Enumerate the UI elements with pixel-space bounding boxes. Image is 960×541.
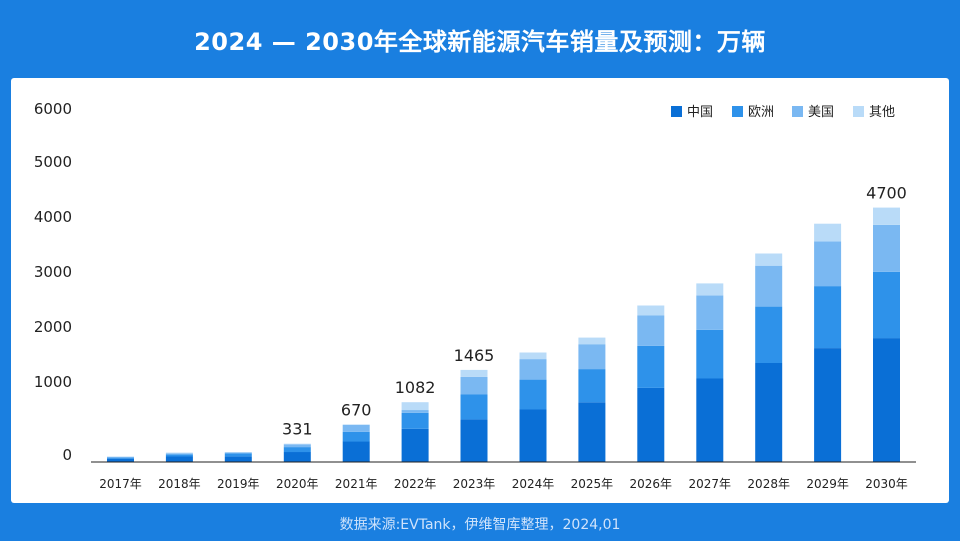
total-labels: 331 670 1082 1465 4700 (282, 184, 907, 439)
x-tick-label: 2017年 (99, 477, 142, 491)
bar-segment (637, 345, 665, 388)
bar-segment (578, 337, 606, 345)
legend-swatch (853, 106, 864, 117)
bar-segment (578, 402, 606, 462)
y-tick-label: 3000 (34, 263, 72, 281)
bar-segment (637, 387, 665, 462)
bar-segment (165, 452, 193, 454)
legend-swatch (671, 106, 682, 117)
bar-segment (283, 447, 311, 453)
bar-segment (460, 394, 488, 420)
bar-segment (342, 424, 370, 432)
legend: 中国 欧洲 美国 其他 (671, 105, 895, 120)
bar-segment (873, 207, 900, 225)
x-axis: 2017年 2018年 2019年 2020年 2021年 2022年 2023年 2024年… (99, 477, 908, 491)
total-label: 670 (341, 401, 372, 420)
legend-swatch (792, 106, 803, 117)
y-tick-label: 5000 (34, 153, 72, 171)
bar-segment (696, 283, 724, 296)
legend-label: 欧洲 (748, 105, 774, 120)
bar-segment (401, 412, 429, 429)
total-label: 1465 (454, 346, 495, 365)
total-label: 4700 (866, 184, 907, 203)
bar-segment (401, 402, 429, 411)
x-tick-label: 2025年 (571, 477, 614, 491)
bar-segment (165, 453, 193, 455)
bar-segment (107, 457, 134, 459)
bar-segment (107, 458, 134, 462)
bar-segment (519, 409, 547, 462)
bar-segment (519, 379, 547, 410)
legend-label: 中国 (687, 105, 713, 120)
bar-segment (873, 224, 900, 272)
bar-segment (755, 306, 783, 363)
x-tick-label: 2018年 (158, 477, 201, 491)
bar-segment (342, 431, 370, 442)
bar-segment (755, 363, 783, 462)
bar-segment (342, 441, 370, 462)
bar-segment (401, 410, 429, 413)
x-tick-label: 2026年 (630, 477, 673, 491)
chart-title: 2024 — 2030年全球新能源汽车销量及预测：万辆 (194, 27, 766, 56)
x-tick-label: 2030年 (865, 477, 908, 491)
bar-segment (637, 305, 665, 316)
bar-segment (460, 376, 488, 395)
bar-segment (873, 338, 900, 462)
total-label: 1082 (395, 378, 436, 397)
bar-segment (224, 453, 252, 457)
x-tick-label: 2024年 (512, 477, 555, 491)
bar-segment (107, 457, 134, 458)
x-tick-label: 2029年 (806, 477, 849, 491)
y-tick-label: 4000 (34, 208, 72, 226)
legend-swatch (732, 106, 743, 117)
x-tick-label: 2028年 (747, 477, 790, 491)
y-axis: 0 1000 2000 3000 4000 5000 6000 (34, 100, 72, 464)
bar-segment (755, 265, 783, 307)
y-tick-label: 0 (62, 446, 72, 464)
bar-segment (460, 419, 488, 462)
bar-segment (696, 295, 724, 330)
bar-segment (814, 223, 842, 242)
y-tick-label: 2000 (34, 318, 72, 336)
bars (107, 207, 900, 462)
bar-segment (283, 444, 311, 448)
bar-segment (578, 369, 606, 403)
bar-segment (873, 271, 900, 339)
y-tick-label: 1000 (34, 373, 72, 391)
bar-segment (578, 344, 606, 370)
bar-segment (696, 329, 724, 379)
bar-segment (460, 369, 488, 377)
bar-segment (165, 454, 193, 457)
bar-segment (814, 286, 842, 348)
bar-segment (696, 378, 724, 462)
bar-segment (637, 315, 665, 346)
bar-segment (283, 452, 311, 462)
bar-segment (519, 359, 547, 380)
bar-segment (224, 452, 252, 453)
bar-segment (165, 456, 193, 462)
x-tick-label: 2027年 (689, 477, 732, 491)
chart-panel: 0 1000 2000 3000 4000 5000 6000 331 670 1082 1465… (11, 78, 949, 503)
total-label: 331 (282, 420, 313, 439)
x-tick-label: 2022年 (394, 477, 437, 491)
bar-segment (814, 241, 842, 287)
bar-segment (401, 428, 429, 462)
x-tick-label: 2021年 (335, 477, 378, 491)
y-tick-label: 6000 (34, 100, 72, 118)
x-tick-label: 2020年 (276, 477, 319, 491)
bar-segment (755, 253, 783, 266)
bar-segment (224, 456, 252, 462)
source-note: 数据来源:EVTank，伊维智库整理，2024,01 (339, 516, 621, 533)
bar-segment (283, 443, 311, 445)
stacked-bar-chart: 0 1000 2000 3000 4000 5000 6000 331 670 1082 1465… (34, 100, 916, 491)
bar-segment (107, 456, 134, 458)
x-tick-label: 2023年 (453, 477, 496, 491)
legend-label: 其他 (869, 105, 895, 120)
bar-segment (814, 348, 842, 462)
bar-segment (224, 452, 252, 454)
x-tick-label: 2019年 (217, 477, 260, 491)
legend-label: 美国 (808, 105, 834, 120)
bar-segment (519, 352, 547, 360)
